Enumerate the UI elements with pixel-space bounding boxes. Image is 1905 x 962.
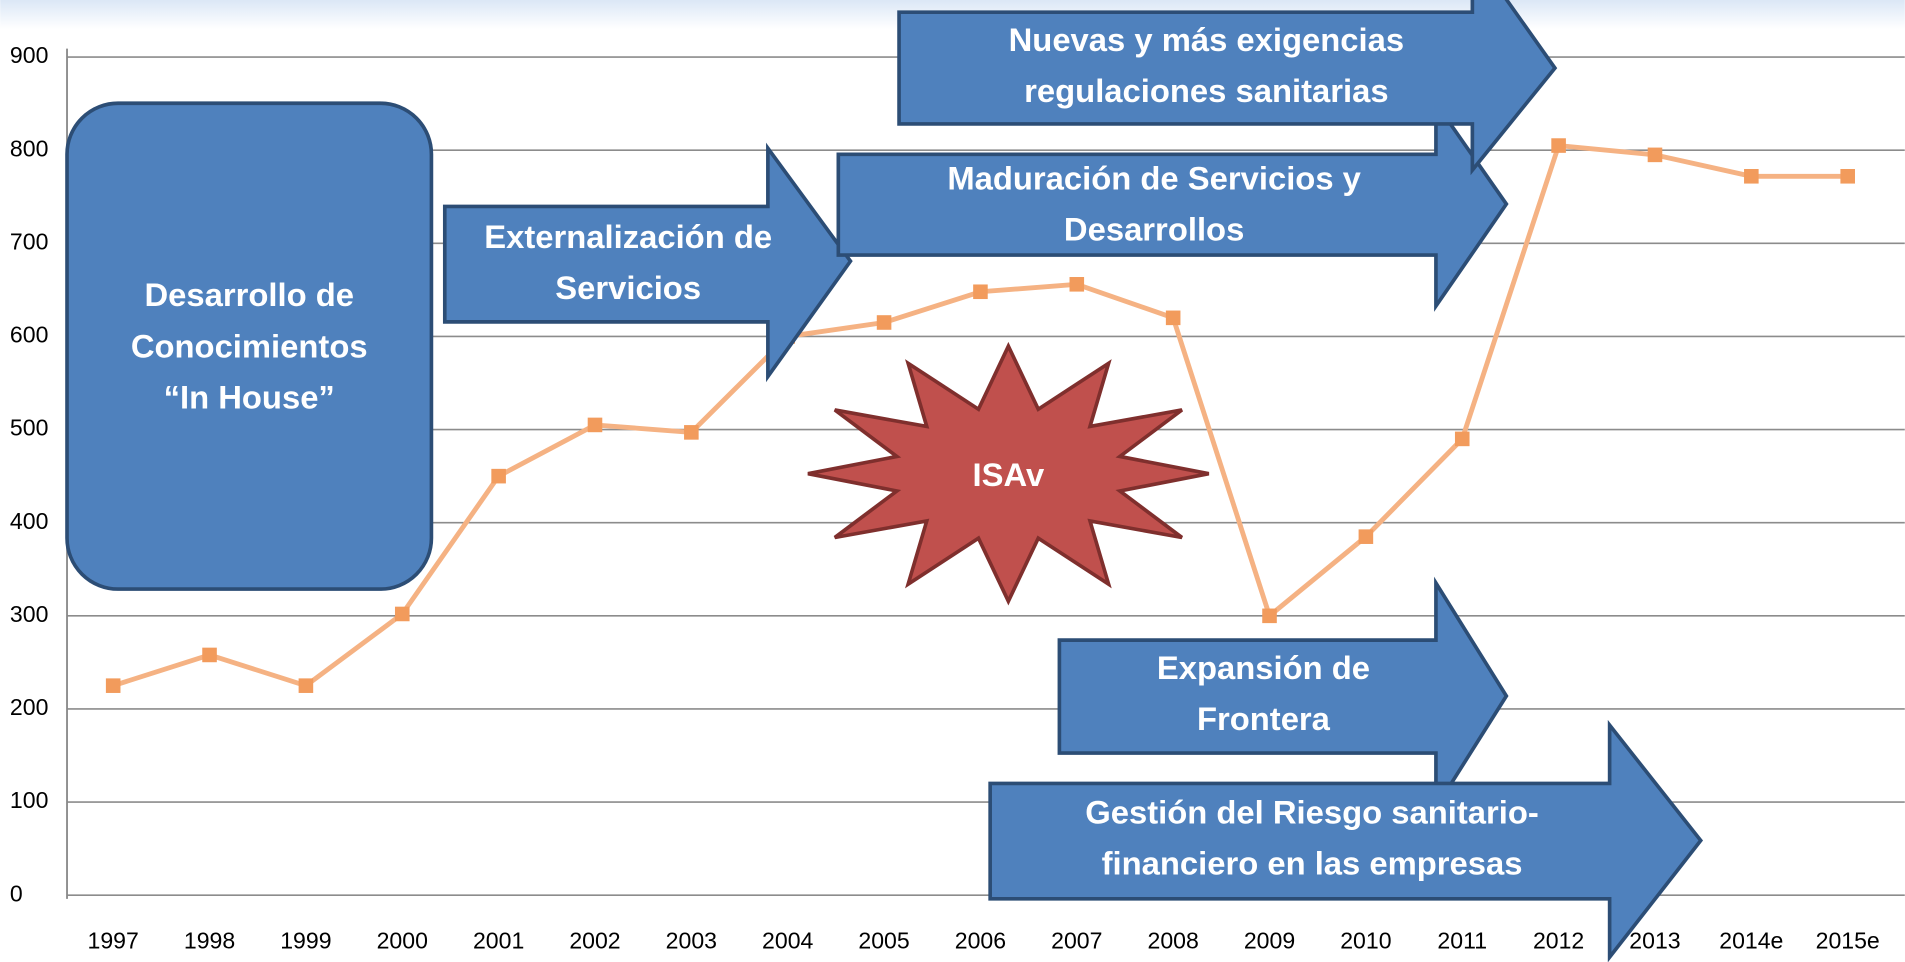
star (807, 341, 1210, 606)
x-tick-label: 2011 (1437, 928, 1487, 954)
y-tick-label: 400 (10, 508, 48, 534)
x-tick-label: 2004 (762, 928, 813, 954)
annotation-label: financiero en las empresas (1102, 845, 1523, 882)
x-tick-label: 2003 (666, 928, 717, 954)
y-tick-label: 200 (10, 694, 48, 720)
data-point (1262, 608, 1277, 624)
data-point (1551, 138, 1566, 153)
annotation-shapes (65, 0, 1704, 962)
arrow (897, 0, 1558, 176)
x-tick-label: 2013 (1629, 928, 1680, 954)
annotation-label: Desarrollos (1064, 211, 1244, 248)
x-tick-label: 2001 (473, 928, 524, 954)
y-tick-label: 700 (10, 228, 48, 254)
data-point (105, 678, 121, 693)
plot (105, 138, 1855, 693)
data-point (1069, 277, 1085, 292)
data-point (1647, 147, 1663, 163)
x-tick-label: 2012 (1533, 928, 1584, 954)
annotation-label: regulaciones sanitarias (1024, 72, 1388, 109)
x-tick-label: 2006 (955, 928, 1006, 954)
data-point (1840, 168, 1855, 184)
y-tick-label: 800 (10, 135, 48, 161)
annotation-label: Desarrollo de (144, 276, 354, 313)
x-tick-label: 1998 (184, 928, 235, 954)
data-point (491, 468, 506, 484)
x-tick-label: 2005 (858, 928, 909, 954)
y-tick-label: 500 (10, 415, 48, 441)
data-point (298, 678, 314, 693)
in-house-box (65, 101, 434, 591)
annotation-label: Frontera (1197, 700, 1331, 737)
annotation-label: ISAv (973, 456, 1045, 493)
data-point (1358, 529, 1374, 544)
annotation-label: “In House” (164, 378, 335, 415)
annotation-label: Expansión de (1157, 649, 1370, 686)
x-tick-label: 2015e (1816, 928, 1880, 954)
data-point (1744, 168, 1759, 184)
y-tick-label: 900 (10, 42, 48, 68)
data-point (202, 647, 217, 663)
data-point (973, 284, 988, 300)
x-tick-label: 1999 (280, 928, 331, 954)
annotation-label: Nuevas y más exigencias (1009, 21, 1404, 58)
annotation-label: Maduración de Servicios y (947, 160, 1361, 197)
annotation-label: Gestión del Riesgo sanitario- (1085, 794, 1539, 831)
annotation-label: Servicios (555, 269, 701, 306)
x-tick-label: 2008 (1148, 928, 1199, 954)
data-point (587, 417, 603, 433)
y-tick-label: 100 (10, 787, 48, 813)
x-tick-label: 1997 (88, 928, 139, 954)
arrow (988, 719, 1704, 962)
arrow (836, 97, 1509, 312)
x-tick-label: 2007 (1051, 928, 1102, 954)
arrow (1057, 576, 1509, 815)
data-point (1165, 310, 1181, 326)
data-point (394, 606, 410, 622)
y-tick-label: 600 (10, 322, 48, 348)
x-tick-label: 2009 (1244, 928, 1295, 954)
data-point (876, 315, 892, 330)
data-point (684, 425, 699, 440)
y-tick-label: 0 (10, 880, 23, 906)
annotation-labels: Desarrollo de Conocimientos “In House” Exte… (131, 21, 1539, 882)
y-tick-label: 300 (10, 601, 48, 627)
x-tick-label: 2002 (569, 928, 620, 954)
annotation-label: Externalización de (484, 218, 772, 255)
annotation-label: Conocimientos (131, 327, 368, 364)
x-tick-label: 2000 (377, 928, 428, 954)
arrow (442, 142, 853, 383)
x-tick-label: 2014e (1719, 928, 1783, 954)
x-tick-label: 2010 (1340, 928, 1391, 954)
data-point (1454, 431, 1470, 447)
